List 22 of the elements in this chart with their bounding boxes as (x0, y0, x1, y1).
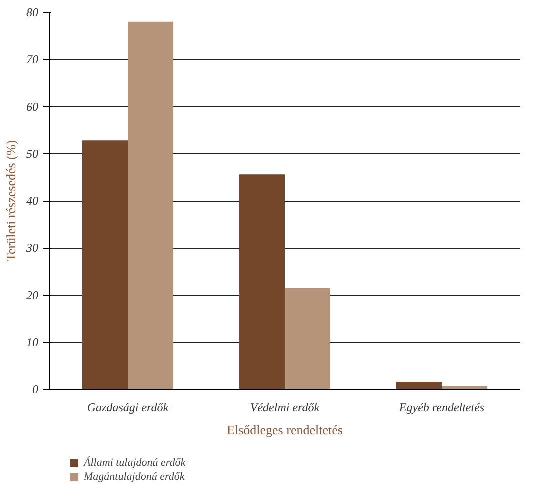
bar (442, 386, 488, 390)
y-tick-label: 10 (26, 335, 38, 350)
bar (396, 382, 442, 390)
y-tick-label: 30 (26, 241, 38, 256)
y-tick-label: 80 (26, 6, 38, 20)
y-tick-label: 70 (26, 52, 38, 67)
y-tick-label: 20 (26, 288, 38, 302)
y-axis-title: Területi részesedés (%) (4, 140, 18, 262)
bar (82, 140, 128, 390)
y-tick-label: 0 (32, 382, 38, 396)
legend-label: Magántulajdonú erdők (84, 470, 185, 484)
x-tick-label: Gazdasági erdők (87, 400, 170, 414)
y-tick-label: 50 (26, 146, 38, 161)
x-tick-label: Védelmi erdők (250, 400, 320, 414)
x-axis-title: Elsődleges rendeltetés (227, 422, 343, 438)
x-tick-label: Egyéb rendeltetés (398, 400, 485, 414)
bar (128, 22, 174, 390)
y-tick-label: 40 (26, 194, 38, 208)
y-tick-label: 60 (26, 100, 38, 114)
bar (239, 174, 285, 390)
legend-label: Állami tulajdonú erdők (84, 456, 186, 470)
bar (285, 288, 331, 390)
